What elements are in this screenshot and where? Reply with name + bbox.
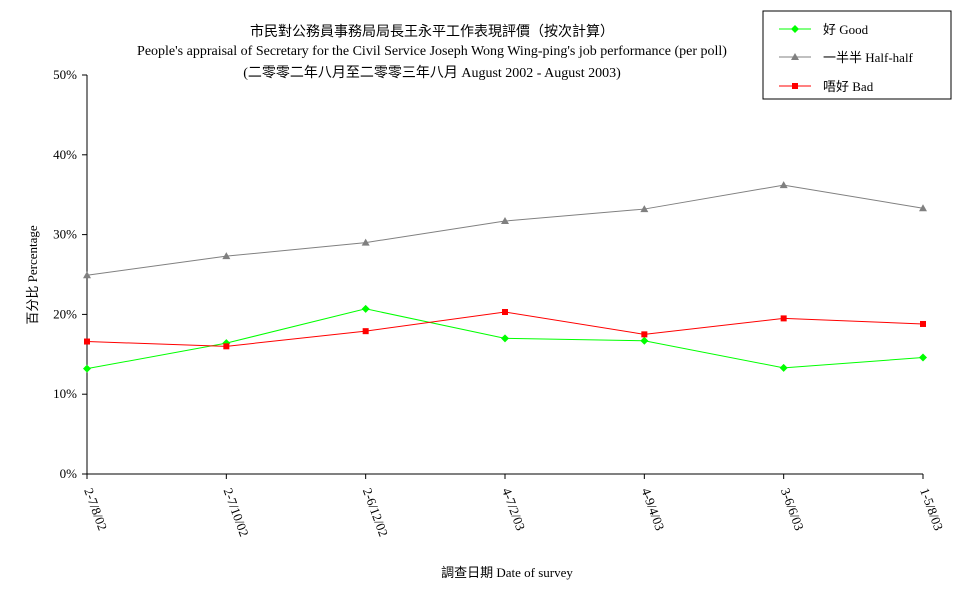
x-axis-title: 調查日期 Date of survey [441, 565, 573, 580]
series-triangle [83, 181, 927, 279]
chart-title-en: People's appraisal of Secretary for the … [137, 44, 727, 59]
chart-title-zh: 市民對公務員事務局局長王永平工作表現評價（按次計算） [250, 23, 614, 40]
x-tick-label: 2-6/12/02 [360, 486, 391, 539]
x-tick-labels: 2-7/8/02 2-7/10/02 2-6/12/02 4-7/2/03 4-9/4/… [81, 486, 946, 539]
x-tick-label: 3-6/6/03 [778, 486, 807, 533]
data-point [640, 336, 649, 345]
y-tick-labels: 0% 10% 20% 30% 40% 50% [53, 67, 77, 481]
y-tick-label: 10% [53, 386, 77, 401]
y-axis-title: 百分比 Percentage [25, 225, 40, 325]
data-point [362, 328, 369, 335]
y-tick-label: 0% [60, 466, 78, 481]
series-line [86, 184, 924, 276]
data-point [780, 315, 787, 322]
data-point [920, 320, 926, 327]
y-tick-label: 40% [53, 147, 77, 162]
legend-marker [792, 83, 798, 89]
legend-marker [791, 53, 799, 60]
legend-label: 好 Good [823, 22, 869, 37]
data-point [502, 309, 508, 316]
x-tick-label: 2-7/10/02 [221, 486, 252, 539]
data-point [83, 364, 91, 373]
series-group [83, 181, 927, 373]
data-point [501, 217, 509, 225]
y-tick-label: 20% [53, 306, 77, 321]
axes [82, 74, 924, 479]
data-point [361, 304, 370, 313]
data-point [919, 353, 927, 362]
y-tick-label: 50% [53, 67, 77, 82]
data-point [222, 252, 231, 260]
data-point [919, 204, 927, 212]
legend-label: 一半半 Half-half [823, 50, 914, 65]
data-point [779, 363, 788, 372]
data-point [361, 238, 370, 246]
data-point [223, 343, 230, 350]
chart-subtitle: (二零零二年八月至二零零三年八月 August 2002 - August 20… [243, 65, 621, 81]
series-diamond [83, 304, 927, 373]
x-tick-label: 4-9/4/03 [639, 486, 668, 533]
data-point [779, 181, 788, 189]
data-point [641, 331, 648, 338]
data-point [501, 334, 509, 343]
legend-label: 唔好 Bad [823, 79, 874, 94]
legend: 好 Good 一半半 Half-half 唔好 Bad [762, 10, 952, 100]
data-point [83, 271, 91, 279]
legend-marker [791, 25, 799, 33]
series-square [84, 309, 926, 350]
x-tick-label: 4-7/2/03 [499, 486, 528, 533]
y-tick-label: 30% [53, 227, 77, 242]
data-point [84, 338, 90, 345]
x-tick-label: 1-5/8/03 [917, 486, 946, 533]
x-tick-label: 2-7/8/02 [81, 486, 110, 533]
data-point [640, 205, 649, 213]
